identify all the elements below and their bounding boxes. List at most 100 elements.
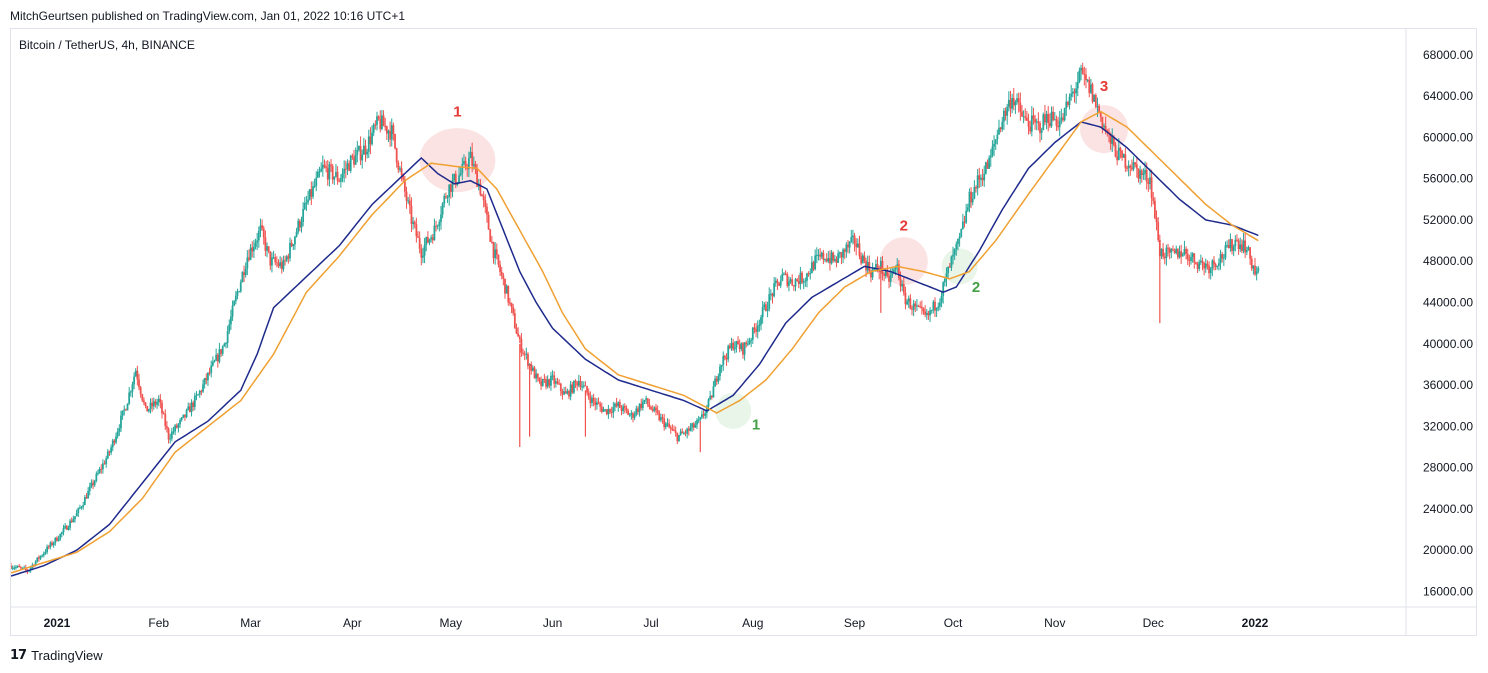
candle-body — [1167, 247, 1169, 249]
candle-body — [331, 166, 334, 180]
candle-body — [361, 154, 364, 161]
candle-body — [451, 180, 454, 192]
candle-body — [1224, 245, 1227, 258]
candle-body — [85, 497, 88, 499]
candle-body — [348, 163, 350, 171]
candle-body — [563, 391, 565, 395]
candle-body — [1078, 70, 1081, 83]
candle-body — [678, 434, 680, 442]
candle-body — [371, 132, 373, 145]
candle-body — [966, 207, 969, 211]
candle-body — [136, 370, 139, 380]
candle-body — [976, 175, 979, 189]
candle-body — [64, 525, 67, 529]
candle-body — [1236, 239, 1238, 241]
candle-body — [129, 391, 132, 393]
candle-body — [604, 409, 607, 411]
candle-body — [1030, 115, 1033, 132]
candle-body — [820, 252, 823, 257]
candle-body — [1085, 74, 1087, 81]
candle-body — [330, 164, 332, 167]
candle-body — [845, 244, 848, 252]
candle-body — [666, 423, 669, 425]
candle-body — [497, 254, 500, 265]
candle-body — [159, 398, 162, 403]
candle-body — [46, 546, 49, 553]
candle-body — [1226, 245, 1229, 247]
candle-body — [510, 302, 513, 308]
candle-body — [474, 164, 477, 169]
candle-body — [607, 408, 610, 415]
candle-body — [92, 482, 94, 486]
candle-body — [914, 303, 917, 307]
candle-body — [543, 378, 546, 380]
candle-body — [906, 301, 908, 305]
candle-body — [1126, 167, 1128, 169]
candle-body — [1175, 248, 1178, 253]
candle-body — [924, 311, 927, 315]
candle-body — [307, 199, 309, 203]
candle-body — [38, 557, 40, 559]
candle-body — [1065, 101, 1068, 109]
candle-body — [343, 168, 346, 174]
candle-body — [592, 397, 595, 402]
candle-body — [809, 273, 812, 275]
candle-body — [725, 357, 728, 360]
candle-body — [1007, 99, 1010, 107]
candle-body — [802, 281, 805, 283]
candle-body — [866, 262, 869, 271]
candle-body — [344, 168, 347, 170]
symbol-legend[interactable]: Bitcoin / TetherUS, 4h, BINANCE — [19, 38, 195, 52]
candle-body — [983, 173, 986, 181]
price-chart[interactable]: 68000.00 64000.00 60000.00 56000.00 52000.00… — [11, 29, 1476, 635]
candle-body — [1221, 254, 1224, 259]
candle-body — [640, 403, 643, 409]
candle-body — [1176, 248, 1179, 258]
candle-body — [164, 414, 167, 427]
footer-brand[interactable]: 𝟭𝟳 TradingView — [10, 647, 103, 663]
candle-body — [1089, 84, 1092, 93]
candle-body — [57, 539, 60, 541]
candle-body — [907, 298, 910, 302]
candle-body — [13, 567, 16, 569]
candle-body — [1117, 147, 1120, 161]
candle-body — [56, 537, 58, 541]
candle-body — [1155, 218, 1158, 223]
chart-frame[interactable]: 68000.00 64000.00 60000.00 56000.00 52000.00… — [10, 28, 1477, 636]
candle-body — [833, 258, 836, 261]
candle-body — [1209, 268, 1212, 274]
candle-body — [942, 282, 945, 297]
x-tick-label: Dec — [1143, 616, 1164, 630]
candle-body — [1162, 248, 1165, 257]
candle-body — [738, 344, 741, 350]
candle-body — [146, 405, 149, 412]
y-tick-label: 44000.00 — [1423, 296, 1473, 310]
candle-body — [1006, 106, 1009, 116]
candle-body — [123, 409, 126, 411]
candle-body — [602, 409, 605, 412]
candle-body — [1152, 198, 1155, 201]
candle-body — [143, 400, 145, 403]
candle-body — [722, 355, 725, 365]
candle-body — [975, 187, 977, 189]
candle-body — [660, 417, 662, 421]
y-tick-label: 60000.00 — [1423, 130, 1473, 144]
candle-body — [1254, 265, 1256, 275]
candle-body — [1122, 154, 1125, 158]
candle-body — [1181, 254, 1184, 257]
candle-body — [807, 273, 810, 275]
candle-body — [1091, 84, 1094, 102]
candle-body — [548, 379, 551, 386]
candle-body — [819, 254, 821, 257]
candle-body — [376, 116, 378, 125]
y-tick-label: 16000.00 — [1423, 585, 1473, 599]
candle-body — [1204, 263, 1207, 269]
candle-body — [1218, 263, 1220, 266]
candle-body — [111, 440, 114, 448]
candle-body — [463, 160, 465, 164]
candle-body — [1172, 249, 1174, 251]
candle-body — [471, 151, 474, 166]
candle-body — [382, 115, 385, 127]
annotation-label: 2 — [900, 217, 908, 234]
candle-body — [1214, 264, 1217, 267]
